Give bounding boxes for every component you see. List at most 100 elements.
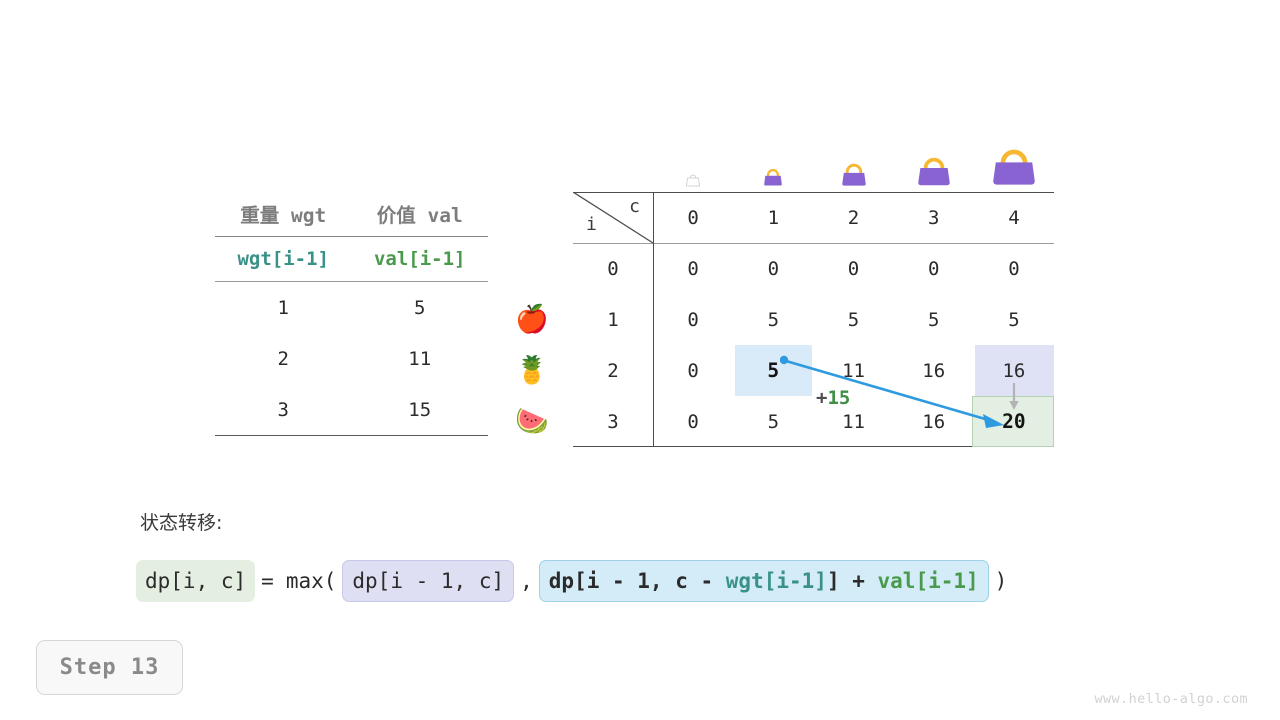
item-weight-2: 2: [277, 347, 289, 370]
item-table-subheader-val: val[i-1]: [373, 248, 466, 270]
bag-capacity-3-cell: [894, 128, 974, 191]
item-table-rule-mid: [215, 281, 488, 282]
bag-capacity-4-cell: [974, 128, 1054, 191]
item-table-header-row: 重量 wgt 价值 val: [215, 190, 488, 236]
step-badge: Step 13: [36, 640, 183, 695]
formula-take-mid: ] +: [826, 569, 878, 593]
dp-cell-0-3: 0: [927, 257, 940, 280]
dp-row-3-cells: 0 5 11 16 20: [653, 396, 1054, 447]
dp-col-header-0: 0: [687, 206, 699, 229]
skip-option-arrow-icon: [1009, 383, 1019, 410]
formula-comma: ,: [520, 569, 533, 593]
item-table-subheader-row: wgt[i-1] val[i-1]: [215, 237, 488, 281]
dp-row-2-cells: 0 5 11 16 16: [653, 345, 1054, 396]
dp-table-corner-divider: [573, 192, 654, 244]
dp-row-header-0: 0: [607, 257, 619, 280]
dp-cell-2-0: 0: [687, 359, 699, 382]
dp-cell-3-4: 20: [1002, 410, 1026, 433]
watermark: www.hello-algo.com: [1094, 691, 1248, 707]
bag-capacity-2-cell: [813, 128, 893, 191]
dp-row-0-cells: 0 0 0 0 0: [653, 243, 1054, 294]
dp-cell-0-1: 0: [767, 257, 780, 280]
dp-cell-1-2: 5: [847, 308, 860, 331]
dp-cell-2-2: 11: [842, 359, 865, 382]
state-transition-equation: dp[i, c] = max( dp[i - 1, c] , dp[i - 1,…: [136, 558, 1013, 604]
item-value-3: 15: [408, 398, 432, 421]
dp-col-header-4: 4: [1008, 206, 1020, 229]
dp-col-header-3: 3: [927, 206, 940, 229]
dp-table-row: 0 0 0 0 0 0: [573, 243, 1054, 294]
bag-icon-xlarge: [993, 149, 1035, 185]
dp-cell-3-3: 16: [922, 410, 946, 433]
item-properties-table: 重量 wgt 价值 val wgt[i-1] val[i-1] 1 5 2 11…: [215, 190, 488, 436]
axis-label-capacity: c: [629, 196, 640, 217]
dp-cell-0-2: 0: [847, 257, 860, 280]
dp-row-header-1: 1: [607, 308, 619, 331]
dp-col-header-2: 2: [847, 206, 860, 229]
bag-icon-large: [917, 157, 950, 186]
axis-label-item: i: [586, 214, 597, 235]
dp-table-row: 3 0 5 11 16 20: [573, 396, 1054, 447]
dp-table-rule-bottom: [573, 446, 1054, 447]
item-table-header-weight: 重量 wgt: [240, 203, 327, 227]
dp-table-row: 1 0 5 5 5 5: [573, 294, 1054, 345]
item-table-row: 3 15: [215, 384, 488, 435]
dp-table-rule-vertical: [653, 192, 654, 446]
state-transition-label: 状态转移:: [140, 512, 223, 534]
bag-icon-small: [764, 168, 783, 186]
formula-close-paren: ): [994, 569, 1008, 593]
bag-icon-medium: [841, 163, 866, 186]
dp-cell-3-1: 5: [767, 410, 780, 433]
bag-capacity-1-cell: [733, 128, 813, 191]
formula-target: dp[i, c]: [136, 560, 256, 602]
dp-cell-2-3: 16: [922, 359, 946, 382]
dp-row-header-3: 3: [607, 410, 619, 433]
item-table-header-value: 价值 val: [376, 203, 463, 227]
formula-take-prefix: dp[i - 1, c -: [548, 569, 726, 593]
apple-icon: 🍎: [515, 304, 549, 335]
item-table-subheader-wgt: wgt[i-1]: [237, 248, 329, 270]
formula-option-take: dp[i - 1, c - wgt[i-1]] + val[i-1]: [538, 560, 989, 602]
item-table-row: 2 11: [215, 333, 488, 384]
take-option-arrow-icon: [780, 355, 1004, 428]
empty-bag-icon: [686, 174, 700, 187]
dp-cell-0-0: 0: [687, 257, 699, 280]
bag-capacity-0-cell: [653, 128, 733, 191]
item-icon-column: 🍎 🍍 🍉: [505, 294, 559, 447]
dp-table-rule-header: [573, 243, 1054, 244]
dp-cell-0-4: 0: [1008, 257, 1020, 280]
dp-table-rule-top: [573, 192, 1054, 193]
dp-cell-2-1: 5: [767, 359, 780, 382]
formula-equals: =: [261, 569, 274, 593]
dp-table-column-headers: 0 1 2 3 4: [653, 192, 1054, 243]
dp-cell-1-3: 5: [927, 308, 940, 331]
formula-take-wgt: wgt[i-1]: [725, 569, 827, 593]
gain-sign: +: [816, 387, 828, 409]
dp-cell-1-4: 5: [1008, 308, 1020, 331]
dp-table-row: 2 0 5 11 16 16: [573, 345, 1054, 396]
bag-capacity-icon-strip: [653, 128, 1054, 191]
dp-cell-1-0: 0: [687, 308, 699, 331]
dp-cell-3-2: 11: [842, 410, 865, 433]
dp-table-header-row: c i 0 1 2 3 4: [573, 192, 1054, 243]
dp-row-1-cells: 0 5 5 5 5: [653, 294, 1054, 345]
item-value-1: 5: [414, 296, 426, 319]
formula-option-skip: dp[i - 1, c]: [342, 560, 515, 602]
diagonal-divider-icon: [573, 192, 654, 244]
dp-cell-1-1: 5: [767, 308, 780, 331]
item-table-row: 1 5: [215, 282, 488, 333]
item-table-rule-top: [215, 236, 488, 237]
item-table-rule-bottom: [215, 435, 488, 436]
dp-table-corner-cell: c i: [573, 192, 653, 243]
item-weight-3: 3: [277, 398, 289, 421]
dp-row-header-2: 2: [607, 359, 619, 382]
formula-max-open: max(: [285, 569, 337, 593]
dp-col-header-1: 1: [767, 206, 780, 229]
dp-cell-2-4: 16: [1002, 359, 1026, 382]
pineapple-icon: 🍍: [515, 355, 549, 386]
gain-annotation: +15: [816, 387, 850, 409]
dp-table-body: 0 0 0 0 0 0 1 0 5 5 5 5: [573, 243, 1054, 447]
dp-cell-3-0: 0: [687, 410, 699, 433]
highlight-source-cell: [735, 345, 812, 396]
